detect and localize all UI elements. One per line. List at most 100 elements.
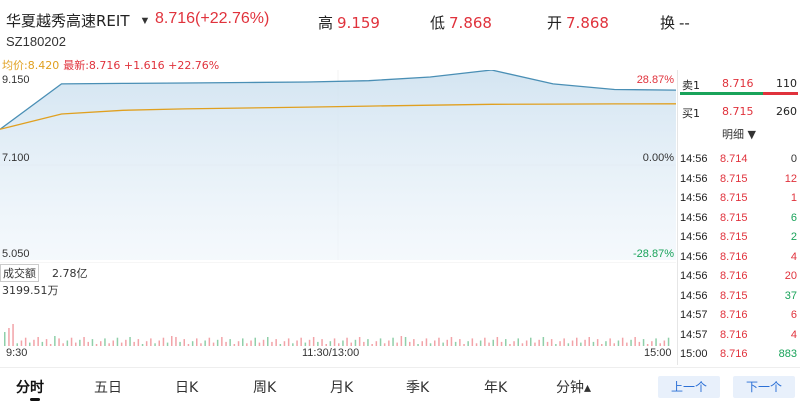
volume-bar (454, 341, 457, 346)
volume-bar (258, 342, 261, 346)
buy1-row: 买1 8.715 260 (678, 102, 800, 120)
detail-toggle-button[interactable]: 明细 ▼ (722, 128, 756, 141)
turnover-value: -- (679, 14, 690, 32)
volume-bar (505, 339, 507, 346)
volume-bar (596, 339, 599, 346)
volume-bar (613, 343, 615, 346)
avg-latest-line: 均价:8.420 最新:8.716 +1.616 +22.76% (2, 57, 219, 73)
volume-bar (87, 341, 89, 346)
volume-bar (555, 344, 557, 346)
buy1-qty: 260 (776, 105, 797, 118)
volume-bar (354, 339, 357, 346)
volume-bar (500, 341, 503, 346)
volume-bar (191, 341, 194, 346)
volume-bar (417, 344, 419, 346)
tab-monthly-k[interactable]: 月K (330, 380, 354, 396)
volume-bar (388, 340, 390, 346)
volume-bar (530, 337, 532, 346)
dropdown-arrow-icon[interactable]: ▼ (139, 14, 151, 27)
tab-quarterly-k[interactable]: 季K (406, 380, 430, 396)
volume-bar (617, 340, 620, 346)
volume-bar (166, 342, 169, 346)
latest-price-text: 最新:8.716 +1.616 +22.76% (63, 59, 220, 72)
volume-bar (75, 342, 77, 346)
tab-daily-k[interactable]: 日K (175, 380, 199, 396)
volume-bar (634, 337, 636, 346)
volume-bar (29, 342, 31, 346)
pct-axis-mid: 0.00% (642, 152, 674, 164)
volume-bar (158, 340, 160, 346)
volume-bar (254, 337, 256, 346)
volume-bar (429, 343, 432, 346)
volume-bar (638, 341, 641, 346)
intraday-chart[interactable]: 9.150 7.100 5.050 28.87% 0.00% -28.87% (0, 69, 677, 260)
volume-bar (367, 339, 369, 346)
volume-bar (484, 337, 486, 346)
trade-qty: 20 (784, 270, 797, 282)
trade-row: 14:56 8.715 12 (678, 170, 800, 190)
volume-bar (605, 341, 607, 346)
high-value: 9.159 (337, 14, 380, 32)
volume-bar (45, 339, 48, 346)
trade-price: 8.715 (720, 231, 748, 243)
volume-bar (655, 338, 657, 346)
stock-code: SZ180202 (6, 34, 66, 49)
tab-minute[interactable]: 分钟▴ (556, 380, 592, 396)
trade-row: 14:56 8.716 4 (678, 248, 800, 268)
volume-bar (187, 344, 190, 346)
volume-bar (567, 343, 570, 346)
volume-chart[interactable]: 成交额 2.78亿 3199.51万 (0, 261, 676, 346)
volume-bar (542, 337, 545, 346)
trade-qty: 883 (778, 348, 797, 360)
active-tab-indicator (30, 398, 40, 401)
trade-time: 14:57 (680, 309, 708, 321)
tab-yearly-k[interactable]: 年K (484, 380, 508, 396)
volume-bar (488, 342, 490, 346)
tab-weekly-k[interactable]: 周K (253, 380, 277, 396)
volume-bar (363, 341, 365, 346)
volume-bar (108, 343, 110, 346)
volume-bar (438, 337, 440, 346)
volume-bar (20, 340, 23, 346)
volume-bar (459, 339, 461, 346)
volume-bar (62, 343, 64, 346)
price-axis-top: 9.150 (2, 74, 30, 86)
sell1-qty: 110 (776, 77, 797, 90)
volume-bar (296, 340, 298, 346)
volume-chart-svg[interactable] (0, 261, 676, 346)
trade-row: 14:57 8.716 4 (678, 326, 800, 346)
volume-bar (534, 342, 536, 346)
tab-intraday[interactable]: 分时 (16, 380, 44, 396)
low-value: 7.868 (449, 14, 492, 32)
volume-bar (141, 344, 144, 346)
volume-bar (509, 344, 511, 346)
volume-bar (421, 341, 423, 346)
trade-row: 14:56 8.715 2 (678, 228, 800, 248)
intraday-chart-svg[interactable] (0, 69, 677, 260)
volume-bar (154, 343, 156, 346)
next-stock-button[interactable]: 下一个 (733, 376, 795, 398)
previous-stock-button[interactable]: 上一个 (658, 376, 720, 398)
volume-bar (208, 337, 211, 346)
volume-bar (358, 337, 361, 346)
ratio-bar-buy (680, 92, 763, 95)
volume-type-label[interactable]: 成交额 (0, 264, 39, 282)
trade-price: 8.715 (720, 289, 748, 302)
trade-qty: 4 (790, 250, 797, 263)
stock-title-row[interactable]: 华夏越秀高速REIT ▼ (6, 10, 150, 31)
volume-bar (70, 337, 73, 346)
price-line (0, 69, 677, 130)
volume-bar (204, 340, 206, 346)
stock-name[interactable]: 华夏越秀高速REIT (6, 12, 130, 30)
volume-bar (33, 339, 35, 346)
time-end: 15:00 (644, 347, 672, 359)
volume-bar (521, 343, 524, 346)
time-axis: 9:30 11:30/13:00 15:00 (0, 347, 676, 361)
volume-bar (79, 339, 81, 346)
high-stat: 高 9.159 (318, 12, 380, 33)
trade-time: 14:56 (680, 270, 708, 282)
volume-bar (171, 336, 173, 346)
volume-bar (659, 343, 661, 346)
tab-five-day[interactable]: 五日 (94, 380, 122, 396)
volume-bar (225, 341, 227, 346)
